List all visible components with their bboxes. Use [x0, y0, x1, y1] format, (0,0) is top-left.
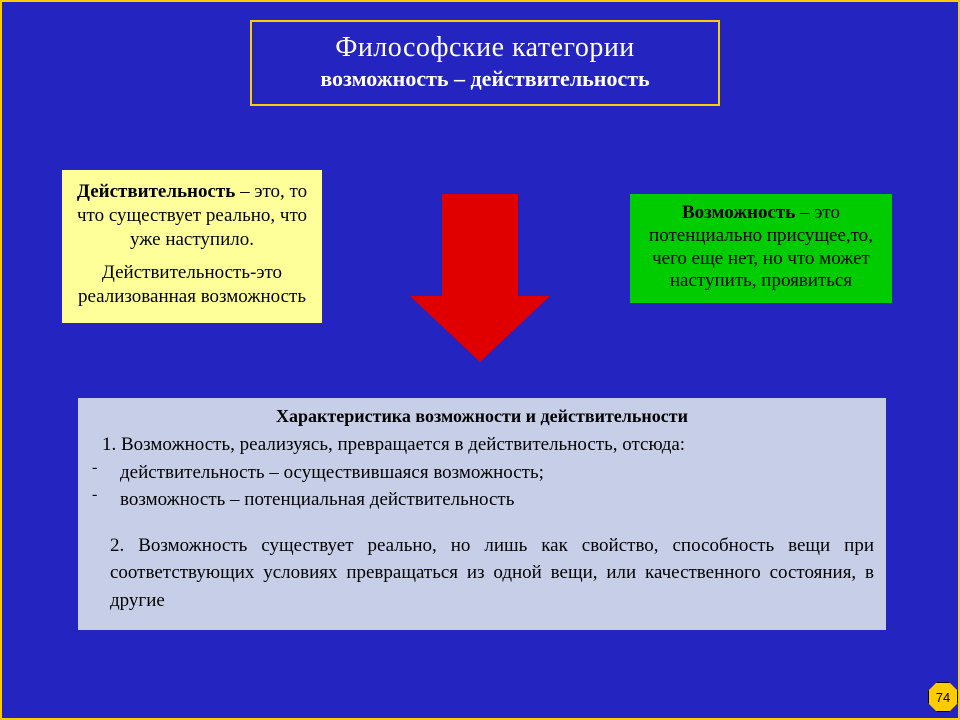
definition-possibility-box: Возможность – это потенциально присущее,… — [630, 194, 892, 303]
characteristics-title: Характеристика возможности и действитель… — [90, 406, 874, 427]
term-possibility: Возможность — [682, 202, 795, 223]
arrow-shaft — [442, 194, 518, 298]
char-item-1-sub1-row: - действительность – осуществившаяся воз… — [90, 459, 874, 487]
dash-bullet: - — [90, 459, 120, 477]
characteristics-body: 1. Возможность, реализуясь, превращается… — [90, 431, 874, 614]
page-number: 74 — [936, 690, 950, 705]
definition-reality-p1: Действительность – это, то что существуе… — [74, 180, 310, 251]
characteristics-box: Характеристика возможности и действитель… — [78, 398, 886, 630]
char-item-1-sub1: действительность – осуществившаяся возмо… — [120, 459, 874, 487]
definition-possibility-text: Возможность – это потенциально присущее,… — [640, 202, 882, 293]
definition-reality-p2: Действительность-это реализованная возмо… — [74, 261, 310, 309]
dash-bullet: - — [90, 486, 120, 504]
title-box: Философские категории возможность – дейс… — [250, 20, 720, 106]
char-item-1-sub2: возможность – потенциальная действительн… — [120, 486, 874, 514]
page-number-badge: 74 — [928, 682, 958, 712]
char-item-2: 2. Возможность существует реально, но ли… — [90, 532, 874, 615]
definition-reality-box: Действительность – это, то что существуе… — [62, 170, 322, 323]
char-item-1-sub2-row: - возможность – потенциальная действител… — [90, 486, 874, 514]
title-sub: возможность – действительность — [272, 66, 698, 92]
down-arrow-icon — [410, 194, 550, 364]
char-item-1-lead: 1. Возможность, реализуясь, превращается… — [90, 431, 874, 459]
title-main: Философские категории — [272, 32, 698, 64]
term-reality: Действительность — [77, 181, 235, 202]
arrow-head — [410, 296, 550, 362]
